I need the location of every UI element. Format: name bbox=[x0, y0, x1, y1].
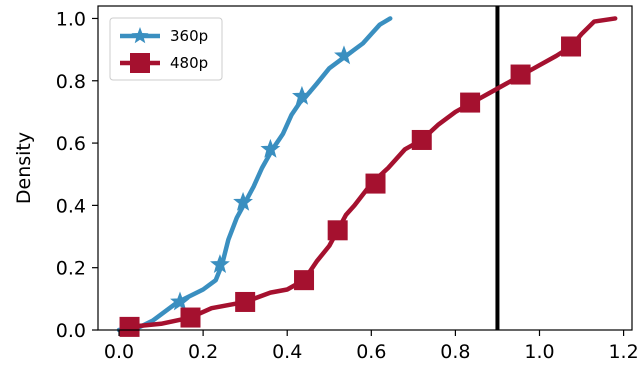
legend-label: 480p bbox=[170, 54, 208, 72]
legend-label: 360p bbox=[170, 27, 208, 45]
x-tick-label: 1.2 bbox=[608, 341, 638, 363]
data-point-360p bbox=[210, 254, 230, 274]
data-point-480p bbox=[235, 291, 256, 312]
x-axis: 0.0 0.2 0.4 0.6 0.8 1.0 1.2 bbox=[104, 330, 639, 363]
data-point-480p bbox=[294, 270, 315, 291]
y-tick-label: 0.2 bbox=[56, 258, 86, 280]
data-point-360p bbox=[292, 85, 312, 105]
series-360p bbox=[116, 16, 393, 333]
data-point-480p bbox=[411, 129, 432, 150]
data-point-480p bbox=[327, 220, 348, 241]
legend-marker bbox=[130, 53, 150, 73]
data-point-480p bbox=[365, 173, 386, 194]
y-tick-label: 0.8 bbox=[56, 71, 86, 93]
data-point-480p bbox=[119, 316, 140, 337]
data-point-480p bbox=[561, 36, 582, 57]
x-tick-label: 0.6 bbox=[356, 341, 386, 363]
x-tick-label: 0.2 bbox=[188, 341, 218, 363]
data-point-360p bbox=[260, 138, 281, 158]
data-point-480p bbox=[180, 307, 201, 328]
y-tick-label: 0.6 bbox=[56, 133, 86, 155]
legend-marker bbox=[131, 27, 149, 44]
x-tick-label: 0.4 bbox=[272, 341, 302, 363]
legend-item-480p: 480p bbox=[120, 53, 208, 73]
data-point-360p bbox=[233, 191, 253, 211]
data-point-360p bbox=[334, 45, 354, 65]
data-point-480p bbox=[460, 92, 481, 113]
plot-area bbox=[116, 6, 618, 337]
y-tick-label: 0.0 bbox=[56, 320, 86, 342]
x-tick-label: 0.8 bbox=[440, 341, 470, 363]
y-axis-title: Density bbox=[13, 132, 35, 204]
y-axis: 0.0 0.2 0.4 0.6 0.8 1.0 bbox=[56, 8, 98, 342]
axes-frame bbox=[97, 5, 633, 331]
legend: 360p 480p bbox=[109, 17, 223, 81]
data-point-480p bbox=[510, 64, 531, 85]
x-tick-label: 1.0 bbox=[524, 341, 554, 363]
y-tick-label: 1.0 bbox=[56, 8, 86, 30]
legend-item-360p: 360p bbox=[120, 27, 208, 45]
data-point-360p bbox=[170, 291, 190, 311]
series-480p bbox=[119, 16, 618, 337]
y-tick-label: 0.4 bbox=[56, 195, 86, 217]
x-tick-label: 0.0 bbox=[104, 341, 134, 363]
